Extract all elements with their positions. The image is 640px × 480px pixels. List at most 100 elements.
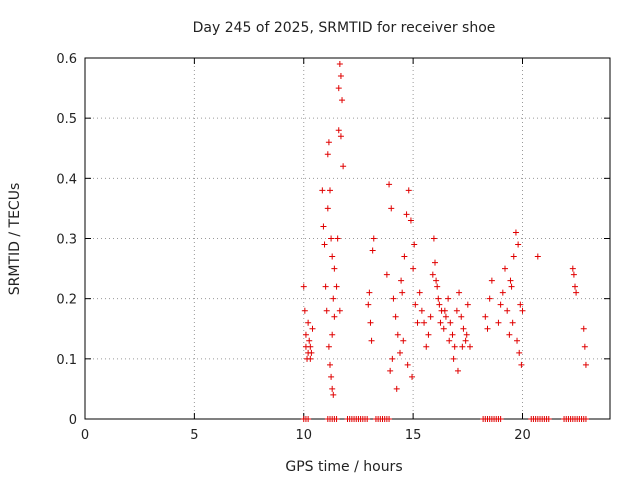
data-point <box>519 307 526 314</box>
grid <box>85 58 610 419</box>
data-point <box>486 295 493 302</box>
data-point <box>442 313 449 320</box>
data-point <box>409 373 416 380</box>
data-point <box>421 319 428 326</box>
data-point <box>509 319 516 326</box>
data-point <box>327 187 333 194</box>
data-point <box>482 313 489 320</box>
y-tick-label: 0.5 <box>56 112 77 127</box>
data-point <box>403 211 410 218</box>
data-point <box>411 241 418 248</box>
data-point <box>436 301 443 308</box>
data-point <box>456 289 463 296</box>
data-point <box>325 343 332 350</box>
data-point <box>331 265 338 272</box>
data-point <box>330 391 337 398</box>
data-point <box>460 325 467 332</box>
x-tick-label: 0 <box>81 428 89 443</box>
data-point <box>307 343 314 350</box>
data-point <box>364 416 371 422</box>
data-point <box>504 307 511 314</box>
data-point <box>545 416 552 422</box>
data-point <box>407 217 414 224</box>
data-point <box>423 343 430 350</box>
data-point <box>467 343 473 350</box>
data-point <box>320 223 327 230</box>
data-point <box>463 331 470 338</box>
data-point <box>336 61 343 68</box>
data-point <box>401 253 408 260</box>
data-point <box>333 283 340 290</box>
data-points <box>300 61 589 422</box>
data-point <box>394 331 401 338</box>
data-point <box>508 283 515 290</box>
data-point <box>515 241 522 248</box>
data-point <box>484 325 491 332</box>
data-point <box>453 307 460 314</box>
data-point <box>416 289 423 296</box>
data-point <box>451 343 458 350</box>
data-point <box>446 337 453 344</box>
data-point <box>333 416 340 422</box>
data-point <box>514 337 521 344</box>
data-point <box>459 343 466 350</box>
data-point <box>339 97 346 104</box>
data-point <box>386 181 393 188</box>
y-tick-label: 0.2 <box>56 293 77 308</box>
x-tick-label: 5 <box>190 428 198 443</box>
x-tick-label: 10 <box>295 428 312 443</box>
data-point <box>445 295 452 302</box>
data-point <box>430 235 437 242</box>
data-point <box>412 301 419 308</box>
data-point <box>307 355 314 362</box>
data-point <box>331 313 338 320</box>
y-tick-label: 0.4 <box>56 172 77 187</box>
data-point <box>365 301 372 308</box>
y-tick-label: 0.1 <box>56 353 77 368</box>
data-point <box>517 301 524 308</box>
x-tick-label: 15 <box>405 428 422 443</box>
chart-title: Day 245 of 2025, SRMTID for receiver sho… <box>193 20 496 36</box>
data-point <box>367 319 374 326</box>
data-point <box>325 139 332 146</box>
data-point <box>507 277 514 284</box>
data-point <box>398 277 405 284</box>
data-point <box>370 235 377 242</box>
data-point <box>369 247 376 254</box>
data-point <box>441 307 448 314</box>
data-point <box>301 307 308 314</box>
data-point <box>335 127 342 134</box>
axis-ticks: 0 5 10 15 20 0 0.1 0.2 0.3 0.4 0.5 0.6 <box>56 52 610 443</box>
data-point <box>386 416 393 422</box>
y-tick-label: 0 <box>69 413 77 428</box>
data-point <box>329 331 336 338</box>
data-point <box>573 289 580 296</box>
data-point <box>324 151 331 158</box>
data-point <box>399 289 406 296</box>
data-point <box>405 187 412 194</box>
data-point <box>329 253 336 260</box>
data-point <box>388 205 395 212</box>
data-point <box>440 325 447 332</box>
data-point <box>510 253 517 260</box>
data-point <box>389 355 396 362</box>
data-point <box>427 313 434 320</box>
data-point <box>306 337 313 344</box>
data-point <box>488 277 495 284</box>
data-point <box>302 331 309 338</box>
data-point <box>336 307 343 314</box>
data-point <box>429 271 436 278</box>
data-point <box>414 319 421 326</box>
data-point <box>323 307 330 314</box>
data-point <box>569 265 576 272</box>
data-point <box>433 277 440 284</box>
data-point <box>534 253 541 260</box>
data-point <box>387 367 394 374</box>
data-point <box>458 313 465 320</box>
data-point <box>499 289 506 296</box>
data-point <box>462 337 469 344</box>
data-point <box>512 229 519 236</box>
data-point <box>454 367 461 374</box>
data-point <box>497 416 504 422</box>
data-point <box>309 325 316 332</box>
